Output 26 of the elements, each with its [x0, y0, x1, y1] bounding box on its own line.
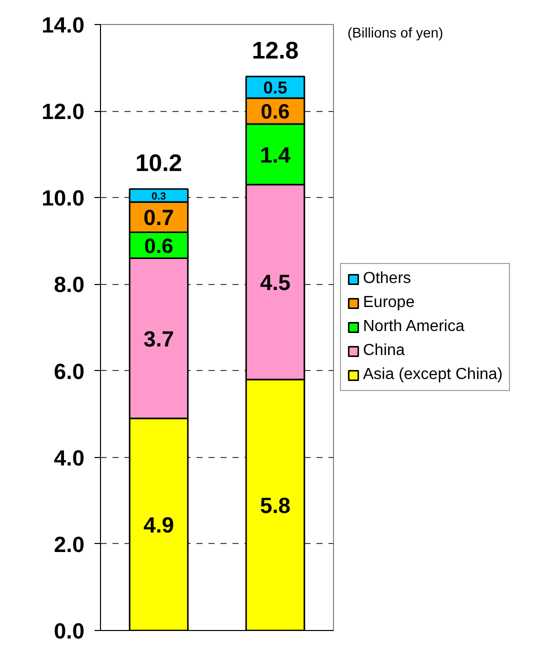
y-tick-label: 12.0	[42, 99, 85, 124]
total-label: 12.8	[252, 37, 299, 64]
data-label: 4.9	[143, 512, 174, 538]
data-label: 0.6	[260, 100, 290, 124]
data-label: 3.7	[143, 326, 174, 352]
total-label: 10.2	[135, 150, 182, 177]
legend-label: China	[363, 342, 405, 360]
legend-label: Asia (except China)	[363, 366, 503, 384]
data-label: 0.3	[152, 191, 166, 202]
data-label: 0.7	[143, 205, 174, 230]
legend-label: Others	[363, 270, 412, 288]
data-label: 1.4	[260, 142, 292, 168]
y-tick-label: 2.0	[54, 532, 85, 557]
data-label: 0.5	[263, 77, 288, 98]
y-tick-label: 10.0	[42, 186, 85, 211]
legend-label: North America	[363, 318, 464, 336]
y-tick-label: 8.0	[54, 272, 85, 298]
data-label: 4.5	[260, 270, 291, 296]
legend-label: Europe	[363, 294, 415, 312]
data-label: 0.6	[144, 234, 174, 258]
y-tick-label: 4.0	[54, 445, 85, 470]
text: (Billions of yen)	[348, 24, 444, 40]
y-tick-label: 0.0	[54, 618, 85, 644]
data-label: 5.8	[260, 492, 291, 518]
y-tick-label: 6.0	[54, 358, 85, 384]
y-tick-label: 14.0	[42, 12, 85, 38]
